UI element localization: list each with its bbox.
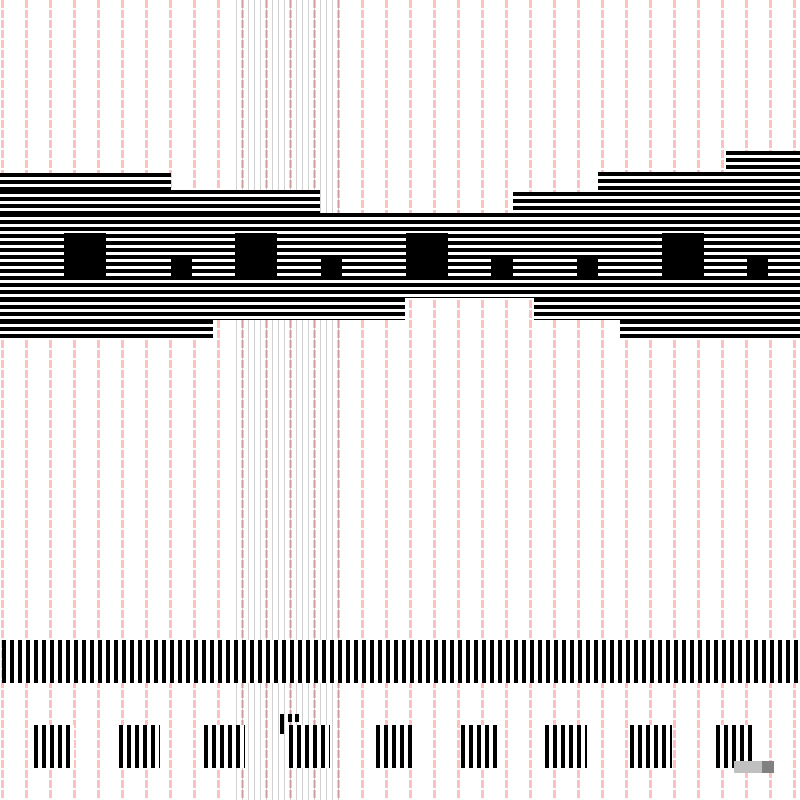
black-block (662, 233, 704, 277)
vertical-stripe-block (2, 640, 800, 683)
horizontal-stripe-band (0, 320, 213, 340)
black-block (747, 257, 768, 277)
vertical-stripe-block (289, 725, 330, 768)
black-block (491, 257, 513, 277)
black-block (321, 257, 342, 277)
vertical-stripe-block (630, 725, 672, 768)
black-block (288, 714, 292, 722)
black-block (64, 233, 106, 277)
gray-swatch (734, 761, 774, 773)
horizontal-stripe-band (598, 172, 800, 192)
horizontal-stripe-band (513, 192, 800, 213)
black-block (280, 714, 284, 734)
black-block (295, 714, 299, 722)
horizontal-stripe-band (0, 298, 405, 320)
black-block (406, 233, 448, 277)
horizontal-stripe-band (534, 298, 800, 320)
vertical-stripe-block (204, 725, 245, 768)
horizontal-stripe-band (620, 320, 800, 340)
horizontal-stripe-band (0, 190, 320, 213)
vertical-stripe-block (461, 725, 500, 768)
black-block (235, 233, 277, 277)
vertical-stripe-block (716, 725, 756, 768)
black-block (171, 257, 192, 277)
black-block (577, 257, 598, 277)
vertical-stripe-block (34, 725, 74, 768)
horizontal-stripe-band (726, 151, 800, 172)
horizontal-stripe-band (0, 173, 171, 190)
vertical-stripe-block (545, 725, 587, 768)
vertical-stripe-block (376, 725, 413, 768)
vertical-stripe-block (119, 725, 160, 768)
